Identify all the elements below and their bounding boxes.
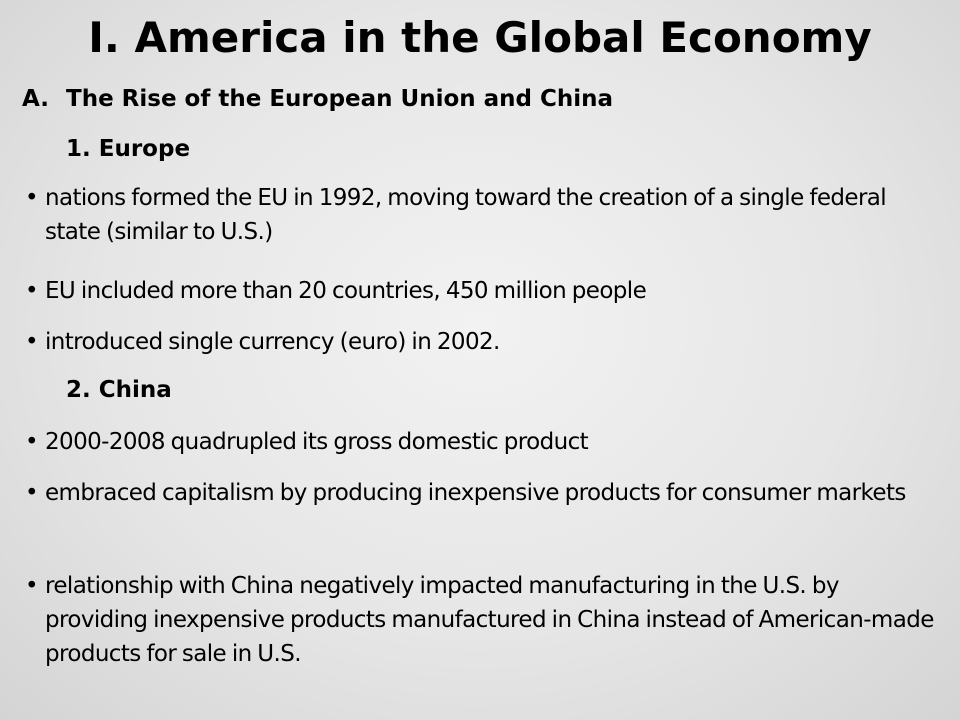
list-item: • embraced capitalism by producing inexp… (0, 476, 940, 510)
subsection-china-label: 2. China (66, 377, 172, 403)
list-item: • introduced single currency (euro) in 2… (0, 325, 940, 359)
slide-title: I. America in the Global Economy (88, 13, 872, 62)
bullet-icon: • (25, 329, 39, 355)
bullet-text: relationship with China negatively impac… (45, 573, 934, 667)
bullet-text: introduced single currency (euro) in 200… (45, 329, 500, 355)
list-item: • EU included more than 20 countries, 45… (0, 274, 940, 308)
bullet-icon: • (25, 480, 39, 506)
list-item: • nations formed the EU in 1992, moving … (0, 181, 940, 249)
bullet-text: EU included more than 20 countries, 450 … (45, 278, 647, 304)
list-item: • relationship with China negatively imp… (0, 569, 940, 671)
bullet-text: nations formed the EU in 1992, moving to… (45, 185, 887, 245)
bullet-icon: • (25, 573, 39, 599)
bullet-icon: • (25, 278, 39, 304)
subsection-europe-label: 1. Europe (66, 136, 191, 162)
bullet-icon: • (25, 185, 39, 211)
bullet-icon: • (25, 429, 39, 455)
section-heading: A. The Rise of the European Union and Chi… (22, 84, 613, 114)
bullet-text: 2000-2008 quadrupled its gross domestic … (45, 429, 589, 455)
section-heading-text: The Rise of the European Union and China (66, 86, 614, 112)
list-item: • 2000-2008 quadrupled its gross domesti… (0, 425, 940, 459)
bullet-text: embraced capitalism by producing inexpen… (45, 480, 906, 506)
section-letter: A. (22, 86, 49, 112)
